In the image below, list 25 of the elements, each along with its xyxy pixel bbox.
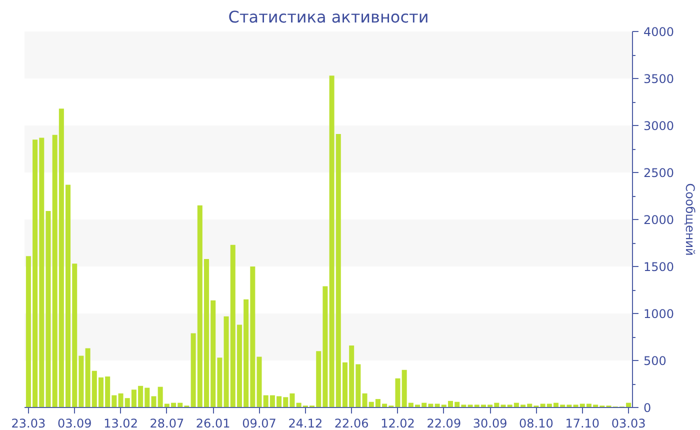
x-tick-label: 23.03 [11,416,46,430]
y-tick-label: 4000 [644,25,674,39]
y-tick-label: 1000 [644,307,674,321]
y-tick-label: 2500 [644,166,674,180]
x-tick-label: 17.10 [565,416,600,430]
x-tick-label: 13.02 [104,416,138,430]
y-tick-label: 3000 [644,119,674,133]
y-tick-label: 1500 [644,260,674,274]
y-tick-label: 2000 [644,213,674,227]
y-tick-label: 0 [644,401,652,415]
x-tick-label: 22.06 [334,416,369,430]
y-tick-label: 500 [644,354,666,368]
x-tick-label: 30.09 [472,416,508,430]
x-tick-label: 12.02 [380,416,415,430]
x-tick-label: 22.09 [426,416,462,430]
x-tick-label: 03.09 [57,416,92,430]
x-tick-label: 03.03 [611,416,646,430]
y-axis-title: Сообщений [683,183,698,256]
x-tick-label: 26.01 [196,416,230,430]
x-tick-label: 09.07 [242,416,276,430]
y-tick-label: 3500 [644,72,674,86]
chart-title: Статистика активности [228,8,429,26]
x-tick-label: 08.10 [519,416,554,430]
x-tick-label: 24.12 [288,416,323,430]
x-tick-label: 28.07 [150,416,184,430]
